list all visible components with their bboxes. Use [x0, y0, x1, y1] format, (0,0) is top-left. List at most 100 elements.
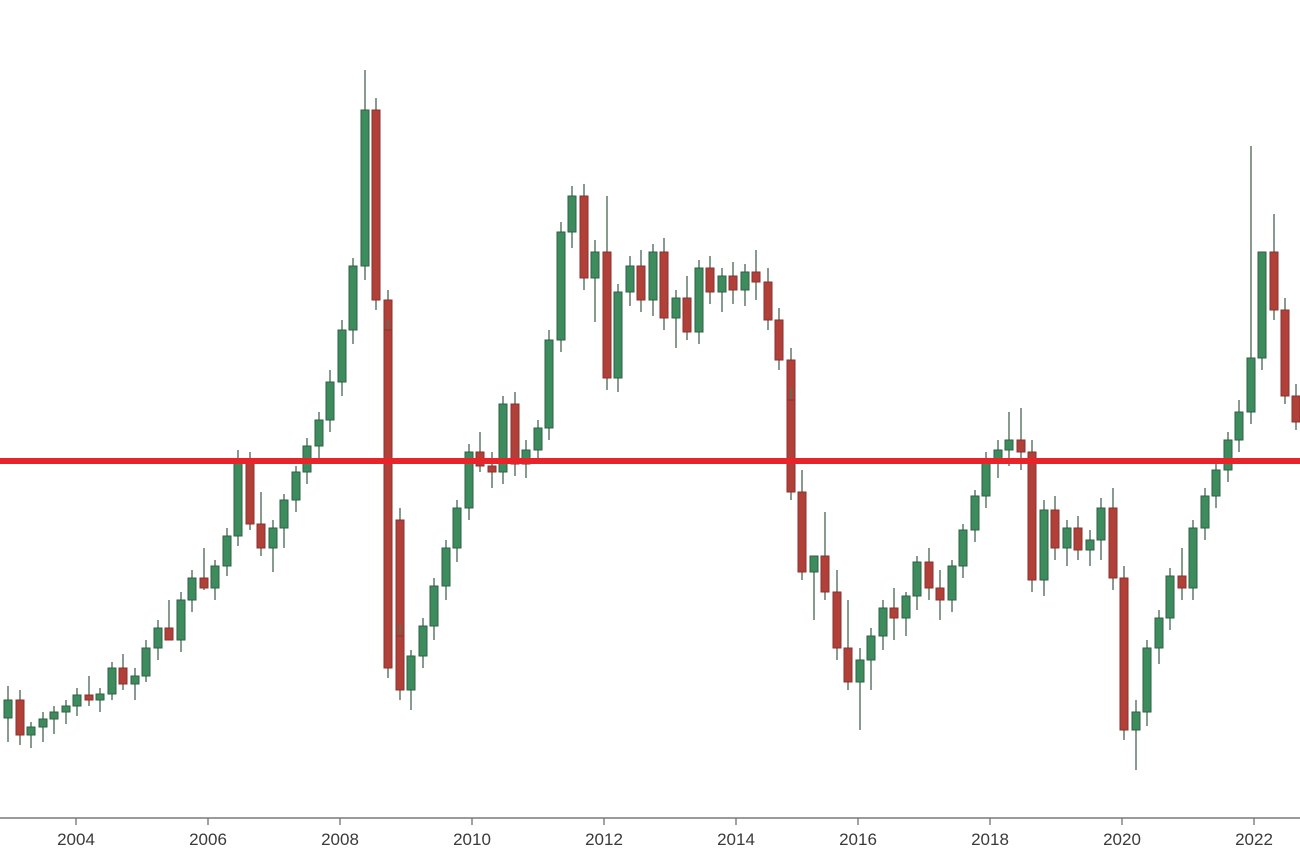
candle-body-down — [797, 491, 807, 573]
candle-body-up — [1062, 527, 1072, 549]
candle-body-down — [84, 694, 94, 701]
x-axis-tick-label: 2004 — [57, 830, 95, 849]
candle-body-down — [15, 699, 25, 736]
candle-body-down — [164, 627, 174, 641]
candle-body-up — [314, 419, 324, 447]
candle-body-up — [72, 694, 82, 707]
candle-body-down — [728, 275, 738, 291]
candle-body-down — [1108, 507, 1118, 579]
candle-body-up — [418, 625, 428, 657]
candle-body-up — [1039, 509, 1049, 581]
candle-body-up — [878, 607, 888, 637]
candle-body-up — [268, 527, 278, 549]
candle-body-down — [395, 635, 405, 691]
x-axis-tick-label: 2022 — [1235, 830, 1273, 849]
candle-body-down — [1291, 395, 1300, 423]
candle-body-up — [717, 275, 727, 293]
candle-body-down — [1269, 251, 1279, 311]
candle-body-down — [487, 465, 497, 473]
candle-body-down — [1280, 309, 1290, 397]
candle-body-up — [38, 718, 48, 728]
candle-body-up — [1246, 357, 1256, 413]
candle-body-up — [452, 507, 462, 549]
candle-body-down — [199, 577, 209, 589]
candle-body-up — [1223, 439, 1233, 471]
candle-body-up — [1154, 617, 1164, 649]
candle-body-down — [602, 251, 612, 379]
candle-body-up — [958, 529, 968, 567]
candle-body-down — [1073, 527, 1083, 551]
candle-body-up — [866, 635, 876, 661]
candle-body-down — [579, 195, 589, 279]
candle-body-up — [348, 265, 358, 331]
x-axis-tick-label: 2010 — [453, 830, 491, 849]
x-axis-tick-label: 2012 — [585, 830, 623, 849]
candle-body-up — [1004, 439, 1014, 451]
candle-body-up — [429, 585, 439, 627]
candle-body-down — [843, 647, 853, 683]
x-axis-tick-label: 2006 — [189, 830, 227, 849]
candle-body-up — [1085, 539, 1095, 551]
candle-body-up — [176, 599, 186, 641]
candle-body-up — [187, 577, 197, 601]
candle-body-up — [130, 675, 140, 685]
candle-body-up — [1131, 711, 1141, 731]
candle-body-down — [705, 267, 715, 293]
x-axis-tick-label: 2008 — [321, 830, 359, 849]
candle-body-up — [360, 109, 370, 267]
candle-body-down — [774, 319, 784, 361]
x-axis-tick-label: 2018 — [971, 830, 1009, 849]
candle-body-up — [95, 693, 105, 701]
candle-body-up — [107, 667, 117, 695]
candle-body-up — [901, 595, 911, 619]
candle-body-up — [912, 561, 922, 597]
candle-body-up — [441, 547, 451, 587]
candle-body-up — [694, 267, 704, 333]
candle-body-up — [153, 627, 163, 649]
candle-body-down — [510, 403, 520, 465]
candle-body-up — [1096, 507, 1106, 541]
candle-body-up — [648, 251, 658, 301]
candle-body-down — [924, 561, 934, 589]
x-axis-tick-label: 2020 — [1103, 830, 1141, 849]
candle-body-up — [1142, 647, 1152, 713]
candle-body-down — [1050, 509, 1060, 549]
candle-body-up — [61, 705, 71, 713]
candle-body-up — [222, 535, 232, 567]
candle-body-down — [1177, 575, 1187, 589]
candle-body-up — [567, 195, 577, 233]
candle-body-up — [740, 271, 750, 291]
candle-body-down — [383, 329, 393, 669]
candle-body-up — [464, 451, 474, 509]
candle-body-up — [613, 291, 623, 379]
candle-body-up — [533, 427, 543, 451]
x-axis-tick-label: 2014 — [717, 830, 755, 849]
candle-body-up — [981, 459, 991, 497]
candle-body-up — [544, 339, 554, 429]
candle-body-up — [498, 403, 508, 473]
candle-body-up — [1257, 251, 1267, 359]
candle-body-down — [636, 265, 646, 301]
candle-body-down — [1016, 439, 1026, 453]
candle-body-up — [3, 699, 13, 719]
candle-body-up — [625, 265, 635, 293]
candle-body-up — [233, 461, 243, 537]
candle-body-up — [26, 726, 36, 736]
candle-body-down — [889, 607, 899, 619]
candle-body-up — [1165, 575, 1175, 619]
candle-body-down — [245, 461, 255, 525]
x-axis — [0, 817, 1300, 825]
candle-body-up — [671, 297, 681, 319]
candle-body-down — [751, 271, 761, 283]
candle-body-down — [832, 591, 842, 649]
candle-body-up — [1211, 469, 1221, 497]
candle-body-down — [1119, 577, 1129, 731]
candle-body-up — [1234, 411, 1244, 441]
candlestick-series — [3, 70, 1300, 770]
candle-body-up — [1188, 527, 1198, 589]
candle-body-up — [1200, 495, 1210, 529]
candle-body-down — [682, 297, 692, 333]
candle-body-down — [659, 251, 669, 319]
